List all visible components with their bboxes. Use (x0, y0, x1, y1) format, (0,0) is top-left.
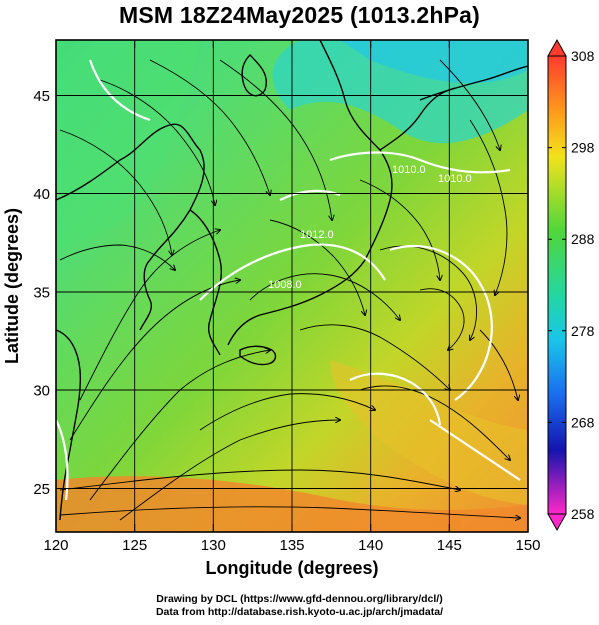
colorbar-label: 268 (571, 414, 595, 430)
y-axis-label: Latitude (degrees) (2, 208, 22, 364)
x-tick-label: 150 (515, 537, 540, 554)
axis-ticks (55, 40, 529, 532)
colorbar-label: 308 (571, 48, 595, 64)
colorbar-top-triangle (547, 38, 567, 57)
colorbar-gradient (547, 55, 567, 515)
colorbar-label: 278 (571, 323, 595, 339)
colorbar-label: 288 (571, 231, 595, 247)
map-title: MSM 18Z24May2025 (1013.2hPa) (118, 2, 480, 28)
colorbar-label: 258 (571, 506, 595, 522)
x-tick-label: 145 (437, 537, 462, 554)
x-tick-label: 130 (201, 537, 226, 554)
contour-label: 1008.0 (268, 279, 302, 291)
y-tick-label: 25 (33, 481, 50, 498)
x-tick-label: 120 (43, 537, 68, 554)
x-tick-label: 140 (358, 537, 383, 554)
colorbar-label: 298 (571, 140, 595, 156)
x-axis-label: Longitude (degrees) (205, 558, 378, 578)
credit-text: Drawing by DCL (https://www.gfd-dennou.o… (0, 593, 599, 619)
colorbar-bottom-triangle (547, 513, 567, 532)
y-tick-label: 35 (33, 285, 50, 302)
y-tick-labels: 45 40 35 30 25 (33, 88, 50, 498)
contour-label: 1010.0 (392, 164, 426, 176)
map-figure: 1010.0 1010.0 1012.0 1008.0 120 125 130 … (2, 38, 595, 578)
x-tick-label: 125 (122, 537, 147, 554)
credit-line-data: Data from http://database.rish.kyoto-u.a… (155, 606, 444, 618)
lat-lon-grid (56, 40, 528, 532)
coastlines (56, 40, 528, 521)
y-tick-label: 45 (33, 88, 50, 105)
contour-label: 1010.0 (438, 173, 472, 185)
y-tick-label: 40 (33, 186, 50, 203)
contour-labels: 1010.0 1010.0 1012.0 1008.0 (268, 164, 472, 291)
colorbar: 308 298 288 278 268 258 (547, 38, 595, 532)
isobars (56, 59, 521, 501)
x-tick-label: 135 (279, 537, 304, 554)
credit-line-drawing: Drawing by DCL (https://www.gfd-dennou.o… (156, 593, 443, 605)
y-tick-label: 30 (33, 383, 50, 400)
x-tick-labels: 120 125 130 135 140 145 150 (43, 537, 540, 554)
contour-label: 1012.0 (300, 229, 334, 241)
